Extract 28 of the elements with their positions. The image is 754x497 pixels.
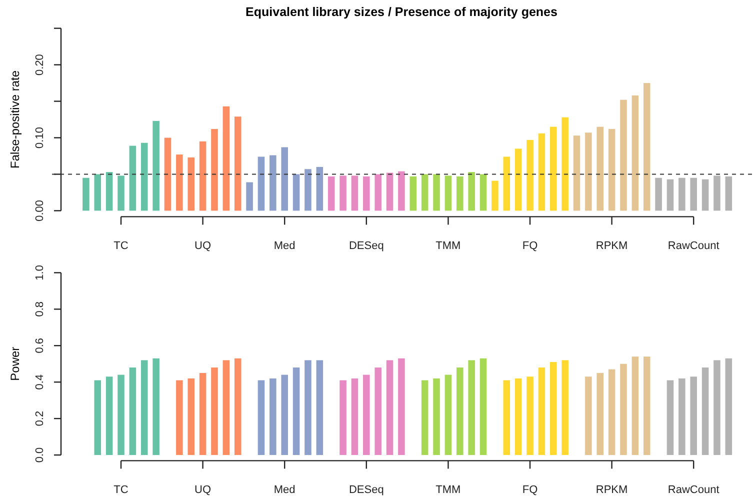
- y-tick-label: 0.10: [34, 127, 46, 148]
- x-tick-label: RawCount: [668, 240, 720, 252]
- x-tick-label: TC: [114, 484, 128, 496]
- x-tick-label: Med: [274, 484, 296, 496]
- y-tick-label: 0.4: [34, 374, 46, 390]
- x-tick-label: UQ: [194, 484, 212, 496]
- x-tick-label: RawCount: [668, 484, 720, 496]
- x-tick-label: UQ: [194, 240, 212, 252]
- x-tick-label: TMM: [436, 240, 461, 252]
- x-tick-label: RPKM: [596, 484, 628, 496]
- x-tick-label: DESeq: [348, 484, 384, 496]
- chart-title: Equivalent library sizes / Presence of majority genes: [246, 5, 558, 19]
- x-tick-label: DESeq: [348, 240, 384, 252]
- x-tick-label: FQ: [522, 484, 538, 496]
- y-tick-label: 0.20: [34, 54, 46, 76]
- x-tick-label: FQ: [522, 240, 538, 252]
- y-tick-label: 0.00: [34, 200, 46, 222]
- y-tick-label: 0.0: [34, 447, 46, 463]
- x-tick-label: TMM: [436, 484, 461, 496]
- x-tick-label: Med: [274, 240, 296, 252]
- y-tick-label: 1.0: [34, 265, 46, 280]
- y-axis-title: Power: [8, 346, 22, 381]
- x-tick-label: TC: [114, 240, 128, 252]
- y-axis-title: False-positive rate: [8, 70, 22, 169]
- x-tick-label: RPKM: [596, 240, 628, 252]
- y-tick-label: 0.8: [34, 302, 46, 317]
- y-tick-label: 0.6: [34, 338, 46, 354]
- y-tick-label: 0.2: [34, 410, 46, 426]
